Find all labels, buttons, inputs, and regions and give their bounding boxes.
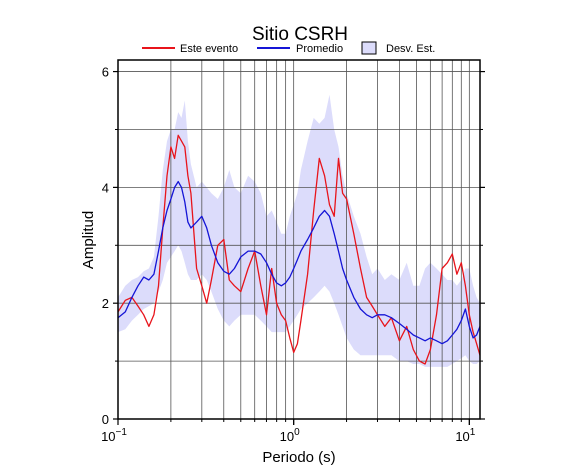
y-tick-label: 0 <box>102 412 109 427</box>
x-tick-label: 10−1 <box>101 427 127 444</box>
std-band <box>118 94 480 367</box>
legend-label: Este evento <box>180 43 238 55</box>
series-line <box>117 180 481 345</box>
plot-frame <box>117 59 481 420</box>
legend: Este evento Promedio Desv. Est. <box>142 41 435 55</box>
series-layer <box>117 134 481 365</box>
y-tick-label: 6 <box>102 65 109 80</box>
chart-title: Sitio CSRH <box>252 24 348 45</box>
x-tick-label: 100 <box>280 427 300 444</box>
axes: 0 2 4 6 10−1 100 101 <box>101 59 485 444</box>
series-line <box>117 134 481 365</box>
legend-label: Promedio <box>296 43 343 55</box>
std-band-layer <box>118 94 480 367</box>
y-tick-label: 2 <box>102 296 109 311</box>
y-tick-label: 4 <box>102 180 109 195</box>
legend-swatch-patch <box>361 41 377 55</box>
y-axis-label: Amplitud <box>80 211 97 269</box>
legend-label: Desv. Est. <box>386 43 435 55</box>
x-tick-label: 101 <box>455 427 475 444</box>
x-axis-label: Periodo (s) <box>262 449 335 466</box>
